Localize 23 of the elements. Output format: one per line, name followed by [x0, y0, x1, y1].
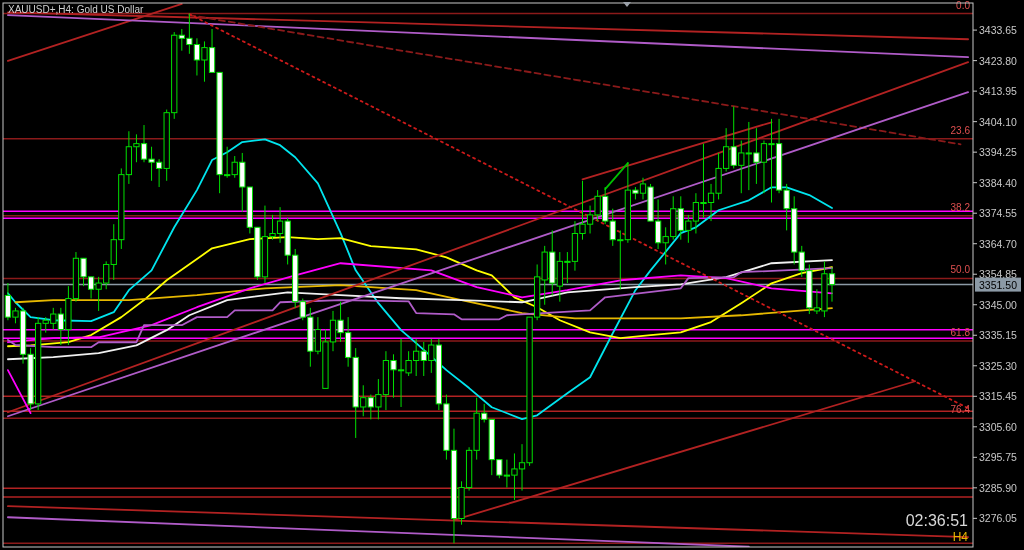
ref-line-label: 3351.50 [979, 278, 1018, 291]
y-tick-label: 3423.80 [979, 54, 1018, 67]
y-tick-label: 3315.45 [979, 390, 1018, 403]
y-tick-label: 3325.30 [979, 359, 1018, 372]
y-tick-label: 3394.25 [979, 146, 1018, 159]
y-tick-label: 3384.40 [979, 176, 1018, 189]
annotation: 23.6 [950, 124, 971, 136]
y-tick-label: 3345.00 [979, 298, 1018, 311]
y-tick-label: 3404.10 [979, 115, 1018, 128]
y-tick-label: 3305.60 [979, 420, 1018, 433]
y-tick-label: 3364.70 [979, 237, 1018, 250]
y-tick-label: 3276.05 [979, 512, 1018, 525]
y-tick-label: 3335.15 [979, 329, 1018, 342]
y-tick-label: 3413.95 [979, 85, 1018, 98]
y-tick-label: 3433.65 [979, 24, 1018, 37]
annotation: 50.0 [950, 264, 971, 276]
y-tick-label: 3374.55 [979, 207, 1018, 220]
chart-title: XAUUSD+,H4: Gold US Dollar [8, 4, 144, 15]
y-tick-label: 3285.90 [979, 481, 1018, 494]
annotation: 0.0 [956, 0, 971, 11]
y-tick-label: 3295.75 [979, 451, 1018, 464]
y-tick-label: 3354.85 [979, 268, 1018, 281]
annotation: 02:36:51 [905, 512, 969, 529]
